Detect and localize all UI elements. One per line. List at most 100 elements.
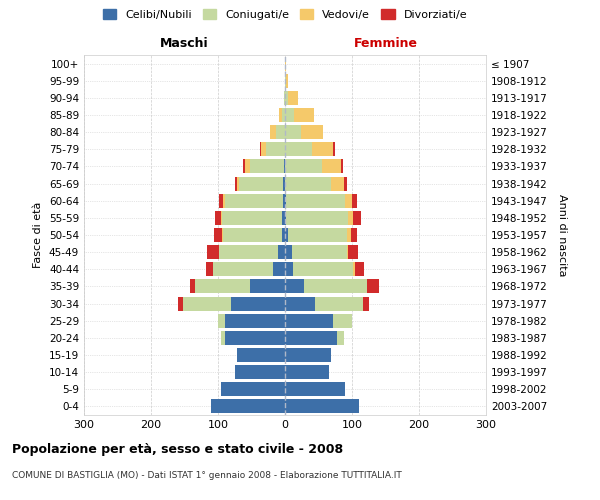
- Bar: [367, 280, 379, 293]
- Bar: [322, 160, 341, 173]
- Bar: [344, 176, 347, 190]
- Bar: [286, 211, 348, 225]
- Bar: [295, 108, 314, 122]
- Bar: [315, 296, 364, 310]
- Bar: [348, 211, 353, 225]
- Bar: [348, 245, 358, 259]
- Bar: [222, 228, 223, 242]
- Bar: [292, 245, 347, 259]
- Bar: [304, 280, 367, 293]
- Bar: [220, 194, 223, 207]
- Bar: [206, 245, 218, 259]
- Text: COMUNE DI BASTIGLIA (MO) - Dati ISTAT 1° gennaio 2008 - Elaborazione TUTTITALIA.: COMUNE DI BASTIGLIA (MO) - Dati ISTAT 1°…: [12, 472, 402, 480]
- Bar: [237, 348, 285, 362]
- Bar: [214, 228, 222, 242]
- Bar: [279, 108, 283, 122]
- Bar: [266, 142, 285, 156]
- Bar: [260, 142, 261, 156]
- Bar: [285, 142, 312, 156]
- Bar: [312, 142, 333, 156]
- Bar: [352, 194, 358, 207]
- Bar: [289, 91, 298, 105]
- Text: Femmine: Femmine: [353, 37, 418, 50]
- Bar: [225, 314, 285, 328]
- Bar: [273, 262, 285, 276]
- Bar: [341, 160, 343, 173]
- Bar: [285, 262, 293, 276]
- Bar: [285, 348, 331, 362]
- Bar: [221, 211, 222, 225]
- Bar: [285, 228, 289, 242]
- Y-axis label: Anni di nascita: Anni di nascita: [557, 194, 567, 276]
- Bar: [285, 211, 286, 225]
- Bar: [347, 228, 350, 242]
- Bar: [222, 211, 283, 225]
- Bar: [285, 400, 359, 413]
- Text: Popolazione per età, sesso e stato civile - 2008: Popolazione per età, sesso e stato civil…: [12, 442, 343, 456]
- Bar: [178, 296, 183, 310]
- Bar: [293, 262, 353, 276]
- Bar: [283, 108, 285, 122]
- Bar: [333, 142, 335, 156]
- Bar: [284, 160, 285, 173]
- Bar: [301, 125, 323, 139]
- Bar: [353, 211, 361, 225]
- Bar: [347, 245, 348, 259]
- Bar: [285, 108, 295, 122]
- Bar: [286, 194, 346, 207]
- Bar: [285, 296, 315, 310]
- Bar: [211, 400, 285, 413]
- Bar: [245, 160, 250, 173]
- Bar: [283, 176, 285, 190]
- Bar: [223, 228, 281, 242]
- Bar: [285, 160, 322, 173]
- Bar: [283, 211, 285, 225]
- Bar: [285, 74, 286, 88]
- Bar: [285, 365, 329, 379]
- Bar: [286, 74, 289, 88]
- Bar: [285, 314, 333, 328]
- Bar: [281, 228, 285, 242]
- Bar: [244, 160, 245, 173]
- Bar: [289, 228, 347, 242]
- Bar: [206, 262, 212, 276]
- Bar: [223, 194, 225, 207]
- Y-axis label: Fasce di età: Fasce di età: [34, 202, 43, 268]
- Bar: [221, 331, 225, 345]
- Bar: [261, 142, 266, 156]
- Bar: [235, 365, 285, 379]
- Bar: [285, 56, 286, 70]
- Bar: [190, 280, 195, 293]
- Bar: [283, 194, 285, 207]
- Bar: [285, 280, 304, 293]
- Bar: [270, 125, 275, 139]
- Bar: [237, 176, 239, 190]
- Bar: [225, 194, 283, 207]
- Bar: [278, 245, 285, 259]
- Bar: [333, 314, 352, 328]
- Bar: [218, 245, 220, 259]
- Bar: [285, 382, 346, 396]
- Bar: [285, 125, 301, 139]
- Bar: [232, 296, 285, 310]
- Bar: [250, 160, 284, 173]
- Bar: [285, 176, 331, 190]
- Bar: [235, 176, 237, 190]
- Bar: [183, 296, 232, 310]
- Bar: [275, 125, 285, 139]
- Bar: [337, 331, 344, 345]
- Bar: [285, 194, 286, 207]
- Bar: [284, 91, 285, 105]
- Text: Maschi: Maschi: [160, 37, 209, 50]
- Bar: [250, 280, 285, 293]
- Bar: [350, 228, 358, 242]
- Bar: [221, 382, 285, 396]
- Bar: [355, 262, 364, 276]
- Bar: [215, 211, 221, 225]
- Bar: [353, 262, 355, 276]
- Bar: [212, 262, 273, 276]
- Bar: [285, 91, 289, 105]
- Bar: [285, 331, 337, 345]
- Bar: [331, 176, 344, 190]
- Bar: [239, 176, 283, 190]
